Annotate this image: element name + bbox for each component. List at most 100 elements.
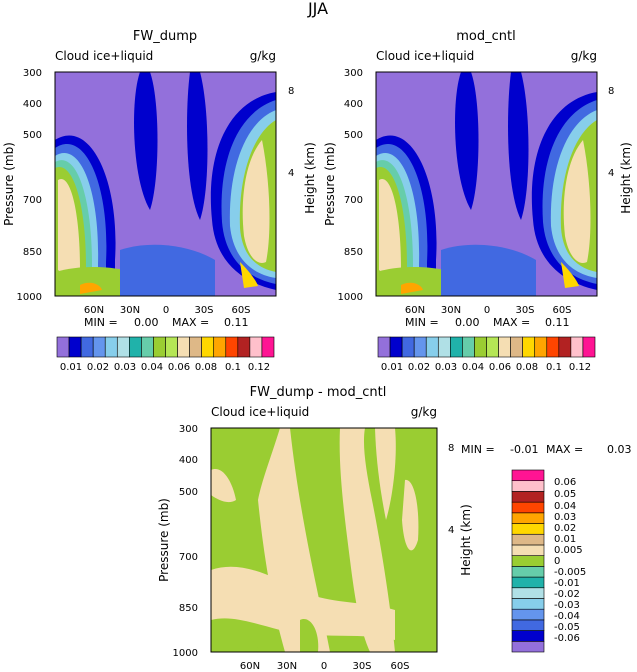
- colorbar-swatch: [129, 336, 142, 358]
- ytick-label: 700: [179, 552, 198, 563]
- xtick-label: 0: [484, 305, 490, 316]
- colorbar-swatch: [165, 336, 178, 358]
- colorbar-swatch: [511, 598, 545, 610]
- variable-label: Cloud ice+liquid: [376, 49, 474, 63]
- units-label: g/kg: [411, 405, 437, 419]
- colorbar-label: 0.1: [225, 362, 241, 373]
- colorbar-swatch: [498, 336, 511, 358]
- colorbar-swatch: [511, 523, 545, 535]
- colorbar-swatch: [486, 336, 499, 358]
- colorbar-label: 0.05: [554, 489, 576, 500]
- colorbar-swatch: [153, 336, 166, 358]
- colorbar-swatch: [425, 336, 439, 358]
- colorbar-swatch: [522, 336, 536, 358]
- colorbar-swatch: [511, 512, 545, 524]
- colorbar-label: 0.01: [381, 362, 403, 373]
- ytick-label: 850: [179, 603, 198, 614]
- figure-title: JJA: [307, 0, 328, 18]
- ytick-label: 300: [344, 68, 363, 79]
- max-value: 0.11: [224, 316, 249, 329]
- colorbar-swatch: [92, 336, 106, 358]
- colorbar-label: -0.02: [554, 589, 580, 600]
- colorbar-swatch: [213, 336, 227, 358]
- min-value: 0.00: [134, 316, 159, 329]
- colorbar-label: 0.005: [554, 545, 583, 556]
- variable-label: Cloud ice+liquid: [211, 405, 309, 419]
- xtick-label: 60S: [390, 661, 409, 672]
- colorbar-swatch: [511, 640, 545, 653]
- colorbar-label: 0.03: [114, 362, 136, 373]
- xtick-label: 30S: [352, 661, 371, 672]
- colorbar-swatch: [189, 336, 202, 358]
- xtick-label: 60N: [405, 305, 425, 316]
- ytick-label: 400: [344, 99, 363, 110]
- ytick-label: 400: [179, 455, 198, 466]
- contour-field: [376, 72, 597, 296]
- ylabel: Pressure (mb): [323, 142, 337, 226]
- variable-label: Cloud ice+liquid: [55, 49, 153, 63]
- colorbar-swatch: [437, 336, 451, 358]
- y2label: Height (km): [459, 504, 473, 575]
- colorbar-swatch: [377, 336, 391, 358]
- colorbar-label: -0.005: [554, 567, 586, 578]
- panel-title: FW_dump - mod_cntl: [250, 385, 387, 400]
- colorbar-swatch: [582, 336, 596, 358]
- ytick-label: 500: [179, 487, 198, 498]
- y2label: Height (km): [619, 142, 633, 213]
- colorbar-label: 0.08: [516, 362, 538, 373]
- xtick-label: 30N: [120, 305, 140, 316]
- colorbar-swatch: [68, 336, 82, 358]
- panel-mod-cntl: mod_cntl Cloud ice+liquid g/kg Pressure …: [323, 29, 633, 373]
- xtick-label: 30N: [441, 305, 461, 316]
- colorbar-swatch: [201, 336, 215, 358]
- colorbar-swatch: [534, 336, 548, 358]
- colorbar-swatch: [511, 566, 545, 578]
- colorbar-label: 0.12: [569, 362, 591, 373]
- colorbar-label: -0.04: [554, 611, 580, 622]
- colorbar-label: -0.03: [554, 600, 580, 611]
- colorbar-swatch: [511, 469, 545, 482]
- ytick-label: 1000: [338, 292, 363, 303]
- ytick-label: 500: [344, 130, 363, 141]
- min-label: MIN =: [84, 316, 118, 329]
- min-label: MIN =: [461, 443, 495, 456]
- units-label: g/kg: [250, 49, 276, 63]
- colorbar-swatch: [462, 336, 475, 358]
- xtick-label: 0: [163, 305, 169, 316]
- xtick-label: 30S: [515, 305, 534, 316]
- colorbar-swatch: [474, 336, 487, 358]
- colorbar-label: -0.06: [554, 633, 580, 644]
- colorbar-swatch: [570, 336, 584, 358]
- colorbar-swatch: [261, 336, 275, 358]
- max-value: 0.03: [607, 443, 632, 456]
- contour-field: [211, 428, 437, 652]
- colorbar-swatch: [511, 544, 545, 556]
- colorbar-swatch: [546, 336, 560, 358]
- units-label: g/kg: [571, 49, 597, 63]
- colorbar-label: 0.1: [546, 362, 562, 373]
- ytick-label: 300: [23, 68, 42, 79]
- colorbar-swatch: [80, 336, 94, 358]
- colorbar-label: 0.08: [195, 362, 217, 373]
- xtick-label: 60N: [84, 305, 104, 316]
- max-label: MAX =: [172, 316, 209, 329]
- colorbar-swatch: [249, 336, 263, 358]
- y2tick-label: 8: [288, 86, 294, 97]
- colorbar-swatch: [116, 336, 130, 358]
- colorbar-label: 0.01: [60, 362, 82, 373]
- xtick-label: 60S: [552, 305, 571, 316]
- colorbar-swatch: [389, 336, 403, 358]
- y2label: Height (km): [303, 142, 317, 213]
- colorbar-swatch: [104, 336, 118, 358]
- colorbar-swatch: [511, 501, 545, 514]
- xtick-label: 0: [321, 661, 327, 672]
- y2tick-label: 8: [608, 86, 614, 97]
- colorbar: [377, 336, 596, 358]
- ytick-label: 300: [179, 424, 198, 435]
- colorbar-label: 0.04: [141, 362, 163, 373]
- colorbar-label: 0.03: [435, 362, 457, 373]
- panel-fw-dump: FW_dump Cloud ice+liquid g/kg Pressure (…: [2, 29, 317, 373]
- colorbar-swatch: [511, 619, 545, 631]
- colorbar-label: 0: [554, 556, 560, 567]
- colorbar-swatch: [511, 576, 545, 589]
